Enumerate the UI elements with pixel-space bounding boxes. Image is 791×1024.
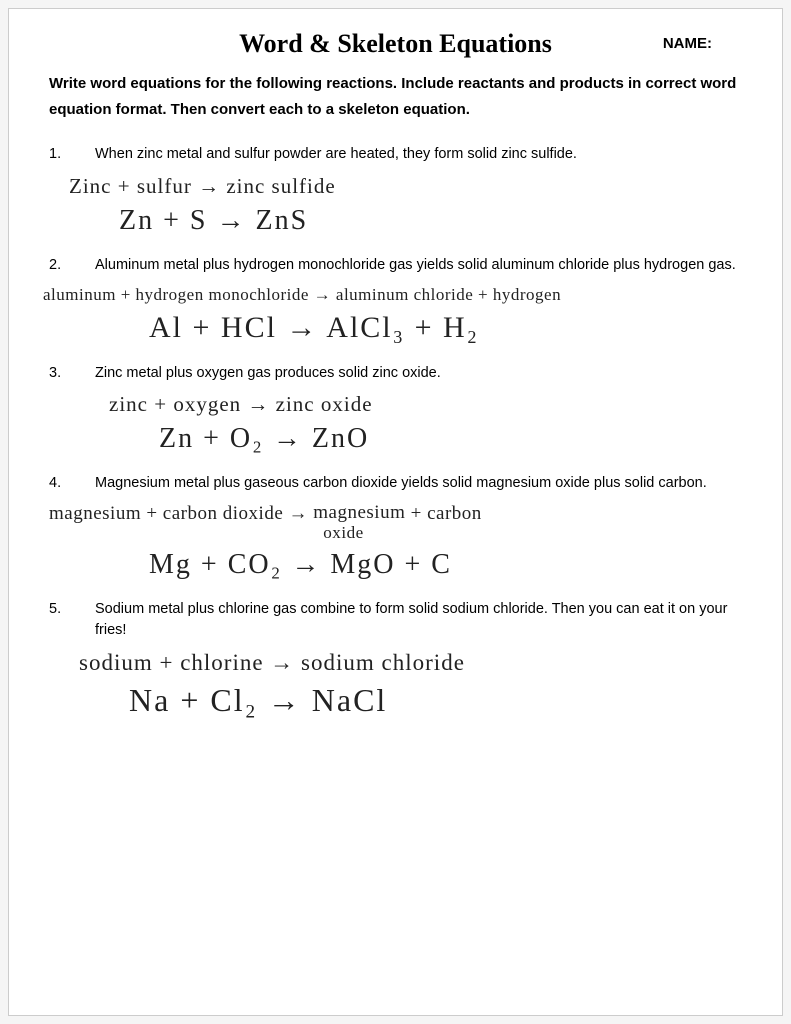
page-title: Word & Skeleton Equations (239, 29, 552, 59)
skeleton-equation: Zn + O₂ → ZnO (159, 423, 752, 455)
word-eq-reactants: magnesium + carbon dioxide → (49, 503, 308, 524)
problem-row: 1. When zinc metal and sulfur powder are… (49, 144, 742, 166)
problem-row: 2. Aluminum metal plus hydrogen monochlo… (49, 255, 742, 277)
word-equation: sodium + chlorine → sodium chloride (79, 650, 752, 676)
name-label: NAME: (663, 35, 712, 52)
problem-text: Zinc metal plus oxygen gas produces soli… (95, 363, 742, 385)
problem-2: 2. Aluminum metal plus hydrogen monochlo… (39, 255, 752, 345)
skeleton-equation: Mg + CO₂ → MgO + C (149, 549, 752, 581)
instructions: Write word equations for the following r… (49, 71, 742, 122)
problem-number: 3. (49, 363, 95, 385)
problem-text: When zinc metal and sulfur powder are he… (95, 144, 742, 166)
skeleton-equation: Al + HCl → AlCl₃ + H₂ (149, 311, 752, 345)
problem-4: 4. Magnesium metal plus gaseous carbon d… (39, 473, 752, 580)
problem-row: 5. Sodium metal plus chlorine gas combin… (49, 599, 742, 643)
word-equation: aluminum + hydrogen monochloride → alumi… (43, 285, 752, 305)
problem-row: 4. Magnesium metal plus gaseous carbon d… (49, 473, 742, 495)
problem-number: 5. (49, 599, 95, 643)
problem-row: 3. Zinc metal plus oxygen gas produces s… (49, 363, 742, 385)
problem-number: 2. (49, 255, 95, 277)
word-eq-tail: + carbon (411, 503, 482, 524)
problem-5: 5. Sodium metal plus chlorine gas combin… (39, 599, 752, 720)
word-eq-product-stack: magnesium oxide (313, 503, 405, 543)
problem-1: 1. When zinc metal and sulfur powder are… (39, 144, 752, 237)
problem-number: 1. (49, 144, 95, 166)
problem-text: Magnesium metal plus gaseous carbon diox… (95, 473, 742, 495)
word-equation: magnesium + carbon dioxide → magnesium o… (49, 503, 752, 543)
header: Word & Skeleton Equations NAME: (39, 29, 752, 59)
worksheet-page: Word & Skeleton Equations NAME: Write wo… (8, 8, 783, 1016)
problem-text: Aluminum metal plus hydrogen monochlorid… (95, 255, 742, 277)
problem-number: 4. (49, 473, 95, 495)
problem-3: 3. Zinc metal plus oxygen gas produces s… (39, 363, 752, 456)
skeleton-equation: Zn + S → ZnS (119, 205, 752, 237)
problem-text: Sodium metal plus chlorine gas combine t… (95, 599, 742, 643)
skeleton-equation: Na + Cl₂ → NaCl (129, 682, 752, 719)
word-equation: Zinc + sulfur → zinc sulfide (69, 174, 752, 199)
word-eq-p2: oxide (323, 524, 405, 543)
word-equation: zinc + oxygen → zinc oxide (109, 392, 752, 417)
word-eq-p1: magnesium (313, 502, 405, 523)
